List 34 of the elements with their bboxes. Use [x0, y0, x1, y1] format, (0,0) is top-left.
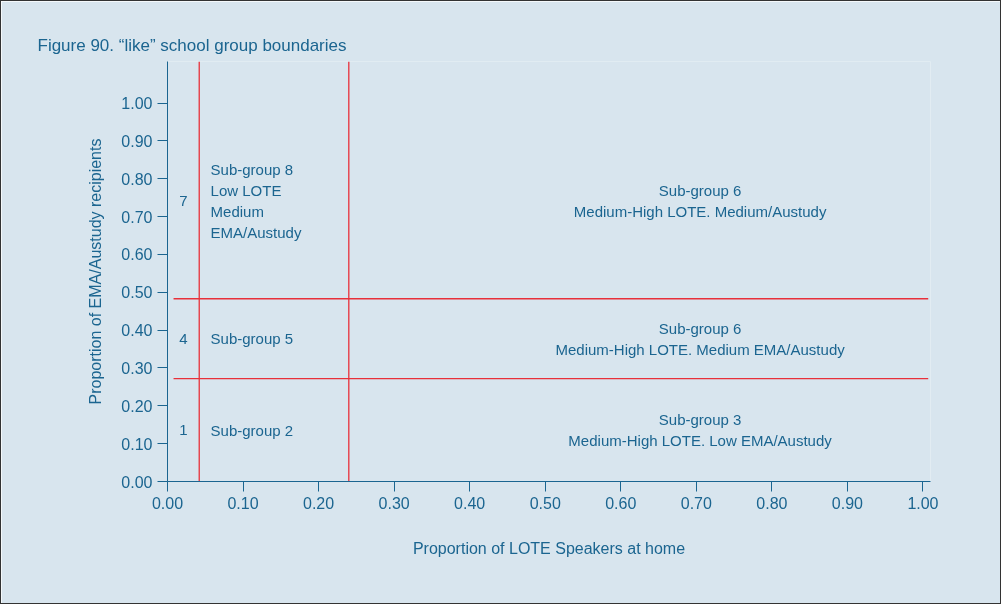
y-tick-label: 0.60	[121, 246, 153, 264]
x-tick-label: 0.40	[454, 494, 486, 512]
y-tick-label: 0.00	[121, 473, 153, 491]
x-tick-label: 0.70	[680, 494, 712, 512]
y-tick-label: 0.10	[121, 435, 153, 453]
x-tick-label: 0.10	[227, 494, 259, 512]
x-tick-label: 0.80	[756, 494, 788, 512]
annotation: Sub-group 2	[210, 421, 294, 439]
y-tick-label: 0.30	[121, 359, 153, 377]
x-tick-label: 0.50	[529, 494, 561, 512]
x-tick-label: 0.60	[605, 494, 637, 512]
annotation: Sub-group 5	[210, 330, 294, 348]
x-axis-title: Proportion of LOTE Speakers at home	[412, 539, 686, 557]
y-tick-label: 0.80	[121, 170, 153, 188]
annotation: Sub-group 3 Medium-High LOTE. Low EMA/Austudy	[568, 410, 833, 450]
annotation: Sub-group 6 Medium-High LOTE. Medium/Austudy	[573, 181, 827, 221]
y-tick-label: 0.70	[121, 208, 153, 226]
x-tick-label: 0.00	[151, 494, 184, 512]
annotation: Sub-group 6 Medium-High LOTE. Medium EMA/Austudy	[555, 319, 846, 358]
x-tick-label: 1.00	[907, 494, 939, 512]
y-tick-label: 0.90	[121, 132, 153, 150]
annotation: 1	[179, 421, 188, 439]
y-tick-label: 0.20	[121, 397, 153, 415]
x-tick-label: 0.30	[378, 494, 410, 512]
y-axis-title: Proportion of EMA/Austudy recipients	[87, 138, 105, 405]
annotation: 7	[179, 191, 188, 209]
annotation: Sub-group 8 Low LOTE Medium EMA/Austudy	[210, 160, 302, 242]
y-tick-label: 0.40	[121, 322, 153, 340]
y-tick-label: 0.50	[121, 284, 153, 302]
x-tick-label: 0.20	[303, 494, 335, 512]
y-tick-label: 1.00	[121, 95, 153, 113]
annotation: 4	[179, 329, 188, 347]
chart-title: Figure 90. “like” school group boundaries	[37, 35, 347, 55]
x-tick-label: 0.90	[831, 494, 864, 512]
